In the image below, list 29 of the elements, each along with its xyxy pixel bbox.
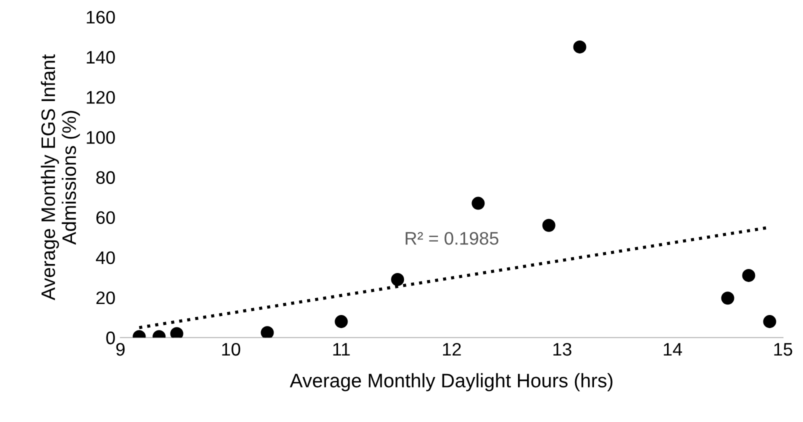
- y-tick-label: 60: [96, 211, 115, 224]
- y-tick-label: 120: [86, 90, 115, 104]
- point: [391, 272, 404, 286]
- y-tick-label: 20: [96, 291, 115, 304]
- x-tick-label: 11: [333, 343, 350, 356]
- y-tick-label: 40: [96, 251, 115, 264]
- x-tick-label: 12: [443, 342, 461, 356]
- point: [472, 196, 485, 210]
- point: [742, 268, 756, 282]
- point: [334, 315, 348, 328]
- point: [260, 326, 274, 338]
- y-axis-title: Average Monthly EGS Infant Admissions (%): [40, 54, 80, 300]
- point: [573, 40, 586, 54]
- point: [170, 327, 184, 338]
- x-axis-title: Average Monthly Daylight Hours (hrs): [290, 373, 612, 392]
- x-tick-label: 14: [664, 343, 682, 356]
- x-tick-label: 10: [222, 342, 240, 356]
- x-tick-label: 9: [116, 342, 125, 356]
- y-tick-label: 0: [106, 332, 115, 344]
- y-tick-label: 100: [86, 131, 115, 144]
- point: [542, 218, 556, 232]
- y-tick-label: 80: [96, 171, 115, 184]
- y-tick-label: 140: [86, 50, 115, 64]
- x-tick-label: 15: [774, 343, 792, 356]
- annotation: R² = 0.1985: [406, 232, 498, 245]
- point: [721, 292, 734, 305]
- point: [763, 315, 776, 328]
- x-tick-label: 13: [553, 342, 572, 356]
- y-tick-label: 160: [86, 10, 115, 24]
